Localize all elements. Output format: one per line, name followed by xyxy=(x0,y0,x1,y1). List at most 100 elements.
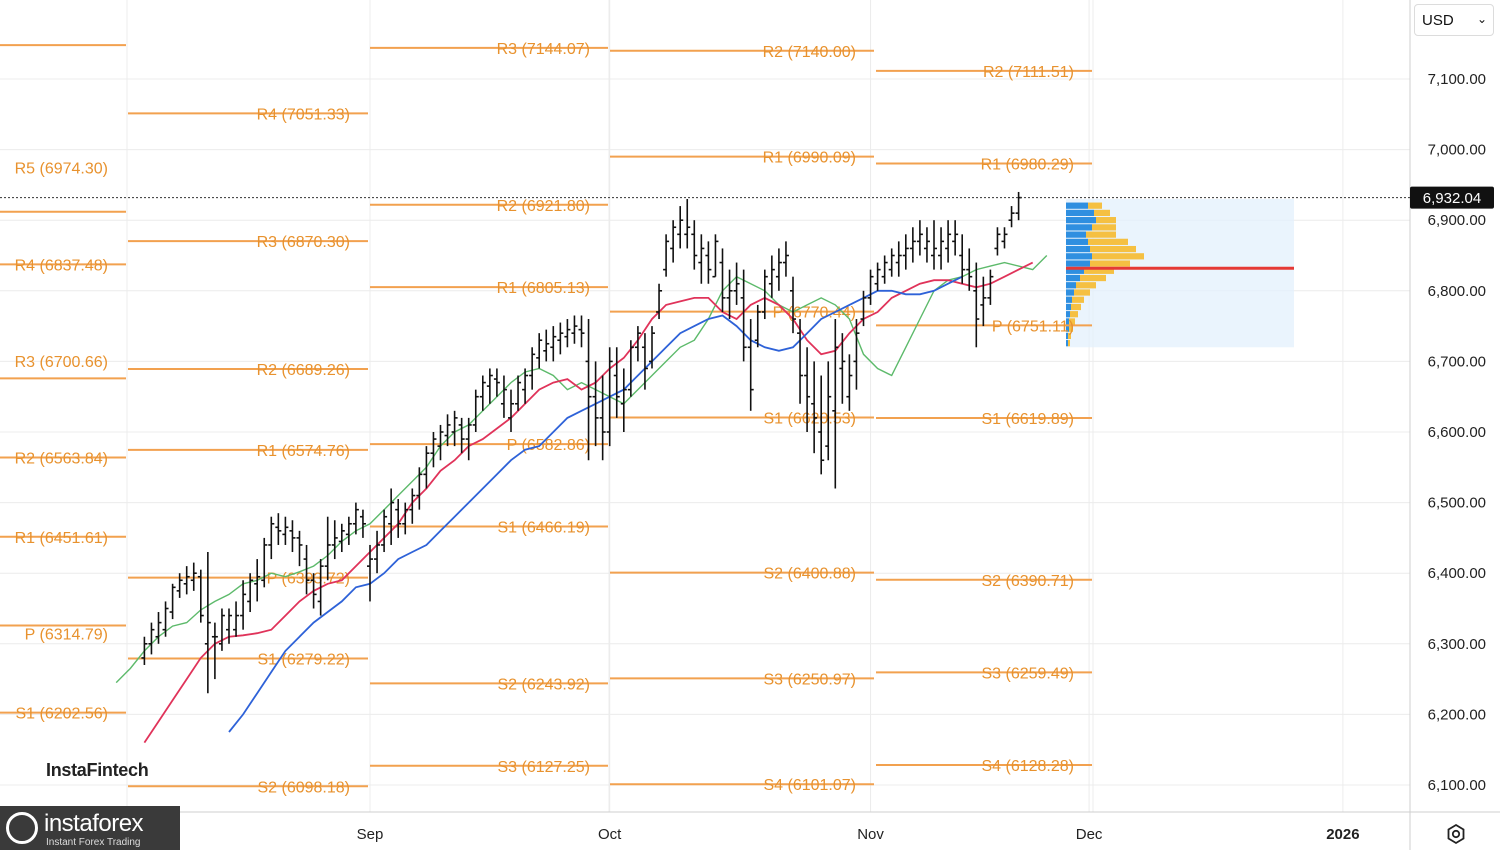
volume-bar-blue xyxy=(1066,289,1074,296)
x-tick-label: 2026 xyxy=(1326,826,1359,843)
volume-bar-yellow xyxy=(1096,217,1116,224)
x-tick-label: Nov xyxy=(857,826,884,843)
x-tick-label: Sep xyxy=(357,826,384,843)
volume-bar-blue xyxy=(1066,282,1076,289)
y-tick-label: 7,000.00 xyxy=(1428,142,1486,159)
pivot-level-label: R3 (6700.66) xyxy=(15,354,108,371)
pivot-level-label: S1 (6466.19) xyxy=(497,519,590,536)
pivot-level-label: R1 (6451.61) xyxy=(15,530,108,547)
pivot-level-label: S1 (6620.53) xyxy=(763,411,856,428)
pivot-level-label: R1 (6990.09) xyxy=(763,150,856,167)
volume-bar-yellow xyxy=(1068,340,1070,347)
volume-bar-blue xyxy=(1066,224,1092,231)
pivot-level-label: S1 (6279.22) xyxy=(257,651,350,668)
volume-bar-blue xyxy=(1066,274,1080,282)
pivot-level-label: R4 (7051.33) xyxy=(257,106,350,123)
volume-bar-yellow xyxy=(1070,311,1078,318)
pivot-level-label: R2 (6689.26) xyxy=(257,362,350,379)
y-tick-label: 6,400.00 xyxy=(1428,565,1486,582)
x-tick-label: Dec xyxy=(1076,826,1103,843)
currency-select[interactable]: USD ⌄ xyxy=(1414,4,1494,36)
volume-bar-blue xyxy=(1066,253,1092,260)
volume-bar-blue xyxy=(1066,238,1088,245)
volume-bar-yellow xyxy=(1088,202,1102,209)
pivot-level-label: P (6751.11) xyxy=(992,318,1074,335)
volume-bar-yellow xyxy=(1094,209,1110,217)
volume-bar-blue xyxy=(1066,340,1068,347)
y-tick-label: 6,500.00 xyxy=(1428,495,1486,512)
currency-value: USD xyxy=(1422,12,1454,29)
y-tick-label: 6,200.00 xyxy=(1428,706,1486,723)
volume-bar-yellow xyxy=(1076,282,1096,289)
pivot-level-label: R1 (6805.13) xyxy=(497,280,590,297)
y-tick-label: 6,700.00 xyxy=(1428,353,1486,370)
volume-bar-blue xyxy=(1066,296,1072,303)
volume-bar-yellow xyxy=(1072,296,1084,303)
volume-bar-blue xyxy=(1066,318,1069,325)
pivot-level-label: S1 (6619.89) xyxy=(981,411,1074,428)
pivot-level-label: R3 (6870.30) xyxy=(257,234,350,251)
volume-bar-yellow xyxy=(1069,325,1073,332)
ma-green-line xyxy=(115,255,1048,684)
volume-bar-yellow xyxy=(1090,245,1136,253)
pivot-level-label: R1 (6574.76) xyxy=(257,443,350,460)
volume-bar-yellow xyxy=(1090,260,1130,267)
volume-bar-yellow xyxy=(1071,303,1081,311)
volume-bar-blue xyxy=(1066,325,1069,332)
pivot-level-label: P (6582.86) xyxy=(507,437,590,454)
pivot-level-label: S4 (6128.28) xyxy=(981,758,1074,775)
volume-bar-blue xyxy=(1066,245,1090,253)
instaforex-logo-icon xyxy=(6,812,38,844)
pivot-level-label: S3 (6127.25) xyxy=(497,759,590,776)
y-tick-label: 6,900.00 xyxy=(1428,212,1486,229)
pivot-level-label: R4 (6837.48) xyxy=(15,257,108,274)
pivot-level-label: S2 (6390.71) xyxy=(981,573,1074,590)
y-tick-label: 6,800.00 xyxy=(1428,283,1486,300)
instaforex-brand-sub: Instant Forex Trading xyxy=(46,837,141,848)
volume-bar-blue xyxy=(1066,202,1088,209)
pivot-level-label: R1 (6980.29) xyxy=(981,157,1074,174)
volume-bar-blue xyxy=(1066,332,1068,340)
pivot-level-label: S3 (6259.49) xyxy=(981,665,1074,682)
volume-bar-blue xyxy=(1066,311,1070,318)
volume-bar-yellow xyxy=(1092,224,1116,231)
volume-bar-blue xyxy=(1066,267,1084,274)
settings-gear-icon[interactable] xyxy=(1444,822,1468,846)
pivot-level-label: S2 (6400.88) xyxy=(763,566,856,583)
y-tick-label: 6,300.00 xyxy=(1428,636,1486,653)
last-price-badge xyxy=(1410,186,1494,209)
volume-bar-yellow xyxy=(1092,253,1144,260)
pivot-level-label: R3 (7144.07) xyxy=(497,41,590,58)
instaforex-brand: instaforex xyxy=(44,810,144,837)
pivot-level-label: S2 (6098.18) xyxy=(257,779,350,796)
volume-bar-blue xyxy=(1066,231,1086,238)
pivot-level-label: R2 (6563.84) xyxy=(15,451,108,468)
x-tick-label: Oct xyxy=(598,826,622,843)
volume-bar-blue xyxy=(1066,260,1090,267)
volume-bar-yellow xyxy=(1068,332,1071,340)
chevron-down-icon: ⌄ xyxy=(1476,12,1487,26)
volume-bar-blue xyxy=(1066,217,1096,224)
volume-bar-yellow xyxy=(1074,289,1090,296)
pivot-level-label: R2 (7111.51) xyxy=(983,64,1074,81)
volume-bar-yellow xyxy=(1084,267,1114,274)
volume-bar-yellow xyxy=(1088,238,1128,245)
volume-bar-blue xyxy=(1066,209,1094,217)
y-tick-label: 7,100.00 xyxy=(1428,71,1486,88)
pivot-level-label: S2 (6243.92) xyxy=(497,676,590,693)
pivot-level-label: R2 (7140.00) xyxy=(763,44,856,61)
y-tick-label: 6,100.00 xyxy=(1428,777,1486,794)
pivot-level-label: S3 (6250.97) xyxy=(763,671,856,688)
pivot-level-label: S1 (6202.56) xyxy=(15,706,108,723)
volume-bar-yellow xyxy=(1080,274,1106,282)
volume-bar-yellow xyxy=(1069,318,1075,325)
volume-bar-blue xyxy=(1066,303,1071,311)
instafintech-watermark: InstaFintech xyxy=(46,760,149,780)
y-tick-label: 6,600.00 xyxy=(1428,424,1486,441)
instaforex-watermark: instaforex Instant Forex Trading xyxy=(0,806,180,850)
pivot-level-label: P (6393.72) xyxy=(267,571,350,588)
volume-bar-yellow xyxy=(1086,231,1116,238)
last-price-label: 6,932.04 xyxy=(1423,190,1481,207)
